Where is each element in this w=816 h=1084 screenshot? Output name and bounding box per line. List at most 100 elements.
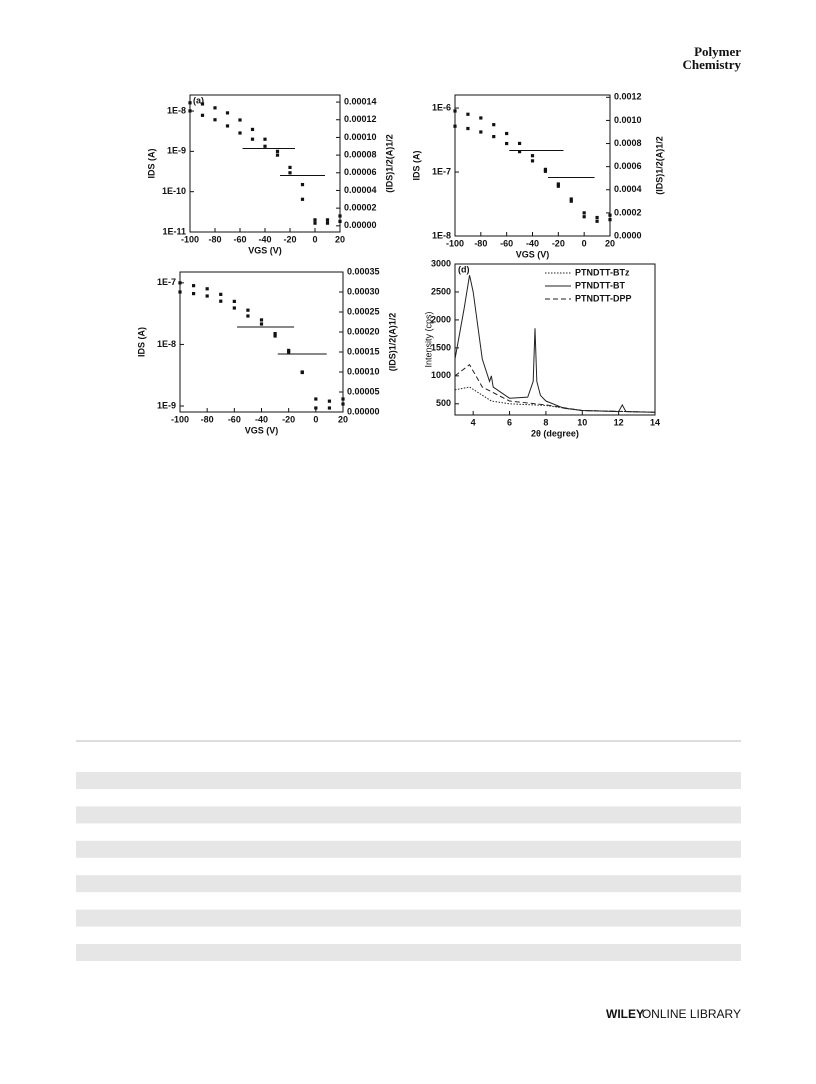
x-tick-label: 4 xyxy=(471,417,476,427)
data-point xyxy=(178,290,182,294)
data-point xyxy=(250,137,255,141)
x-tick-label: -100 xyxy=(446,238,464,248)
y2-tick-label: 0.00000 xyxy=(344,220,377,230)
table-row xyxy=(76,875,741,893)
data-point xyxy=(327,399,332,403)
data-point xyxy=(238,131,242,135)
plot-frame xyxy=(454,94,611,237)
legend-label: PTNDTT-DPP xyxy=(575,293,632,303)
data-point xyxy=(191,292,196,296)
data-point xyxy=(263,137,267,141)
x-axis-label: VGS (V) xyxy=(248,245,282,255)
y2-tick-label: 0.00020 xyxy=(347,326,380,336)
y2-tick-label: 0.00015 xyxy=(347,346,380,356)
data-point xyxy=(263,144,267,148)
y-tick-label: 1E-9 xyxy=(167,146,186,156)
y2-tick-label: 0.00004 xyxy=(344,185,377,195)
data-point xyxy=(569,199,573,203)
data-point xyxy=(595,215,599,220)
data-point xyxy=(273,334,277,338)
y-tick-label: 1E-9 xyxy=(157,400,176,410)
x-axis-label: VGS (V) xyxy=(245,425,279,435)
data-point xyxy=(505,131,509,136)
x-tick-label: -80 xyxy=(201,414,214,424)
data-point xyxy=(338,219,342,223)
data-point xyxy=(246,308,250,312)
x-tick-label: 6 xyxy=(507,417,512,427)
data-point xyxy=(232,306,236,310)
data-point xyxy=(530,154,535,158)
data-point xyxy=(288,165,292,170)
x-tick-label: 0 xyxy=(313,414,318,424)
y2-tick-label: 0.0006 xyxy=(614,161,642,171)
x-tick-label: 0 xyxy=(312,234,317,244)
data-point xyxy=(313,221,317,225)
y-tick-label: 1E-8 xyxy=(157,339,176,349)
data-point xyxy=(205,287,209,291)
y-tick-label: 1E-8 xyxy=(167,105,186,115)
y2-tick-label: 0.00005 xyxy=(347,386,380,396)
x-tick-label: -80 xyxy=(474,238,487,248)
y2-tick-label: 0.00006 xyxy=(344,167,377,177)
table-row xyxy=(76,806,741,824)
data-point xyxy=(479,116,483,120)
data-point xyxy=(314,406,318,410)
table-row xyxy=(76,944,741,961)
data-point xyxy=(246,314,250,318)
y2-tick-label: 0.00014 xyxy=(344,96,377,106)
y2-tick-label: 0.0008 xyxy=(614,138,642,148)
y2-tick-label: 0.00025 xyxy=(347,306,380,316)
y2-tick-label: 0.0002 xyxy=(614,207,642,217)
x-tick-label: 10 xyxy=(577,417,587,427)
y-axis-label: IDS (A) xyxy=(146,149,156,179)
x-tick-label: -20 xyxy=(282,414,295,424)
x-tick-label: -20 xyxy=(552,238,565,248)
y-tick-label: 1E-7 xyxy=(157,277,176,287)
y-tick-label: 1000 xyxy=(431,370,451,380)
data-point xyxy=(608,213,612,217)
data-point xyxy=(225,124,230,128)
data-line xyxy=(454,386,656,413)
journal-name: Polymer xyxy=(694,44,741,59)
y-tick-label: 1E-6 xyxy=(432,102,451,112)
x-tick-label: -60 xyxy=(500,238,513,248)
data-point xyxy=(341,397,345,401)
x-tick-label: 12 xyxy=(614,417,624,427)
y2-tick-label: 0.0000 xyxy=(614,230,642,240)
data-point xyxy=(259,318,264,322)
x-tick-label: -40 xyxy=(526,238,539,248)
footer-brand: WILEY xyxy=(606,1007,644,1021)
y-tick-label: 1E-11 xyxy=(162,226,186,236)
plot-frame xyxy=(454,263,656,416)
data-point xyxy=(530,159,535,163)
y2-tick-label: 0.00010 xyxy=(344,132,377,142)
data-point xyxy=(569,197,573,201)
data-point xyxy=(300,182,305,187)
x-tick-label: 20 xyxy=(335,234,345,244)
data-point xyxy=(275,149,280,153)
data-point xyxy=(479,130,483,134)
data-point xyxy=(608,218,612,222)
data-point xyxy=(219,292,223,296)
data-point xyxy=(466,112,470,116)
legend-label: PTNDTT-BTz xyxy=(575,267,630,277)
x-tick-label: -40 xyxy=(258,234,271,244)
data-point xyxy=(327,406,332,410)
data-point xyxy=(492,135,496,139)
footer-text: ONLINE LIBRARY xyxy=(642,1007,741,1021)
data-point xyxy=(338,214,342,218)
y2-tick-label: 0.0010 xyxy=(614,115,642,125)
x-tick-label: -100 xyxy=(171,414,189,424)
data-point xyxy=(275,153,280,157)
y-tick-label: 1E-10 xyxy=(162,186,186,196)
data-point xyxy=(188,109,192,113)
y-tick-label: 3000 xyxy=(431,258,451,268)
data-point xyxy=(273,331,277,336)
data-point xyxy=(213,106,217,110)
table-row xyxy=(76,909,741,927)
data-point xyxy=(287,350,291,354)
x-tick-label: -60 xyxy=(228,414,241,424)
panel-label: (a) xyxy=(193,95,204,105)
data-point xyxy=(200,102,205,106)
data-point xyxy=(595,219,599,223)
